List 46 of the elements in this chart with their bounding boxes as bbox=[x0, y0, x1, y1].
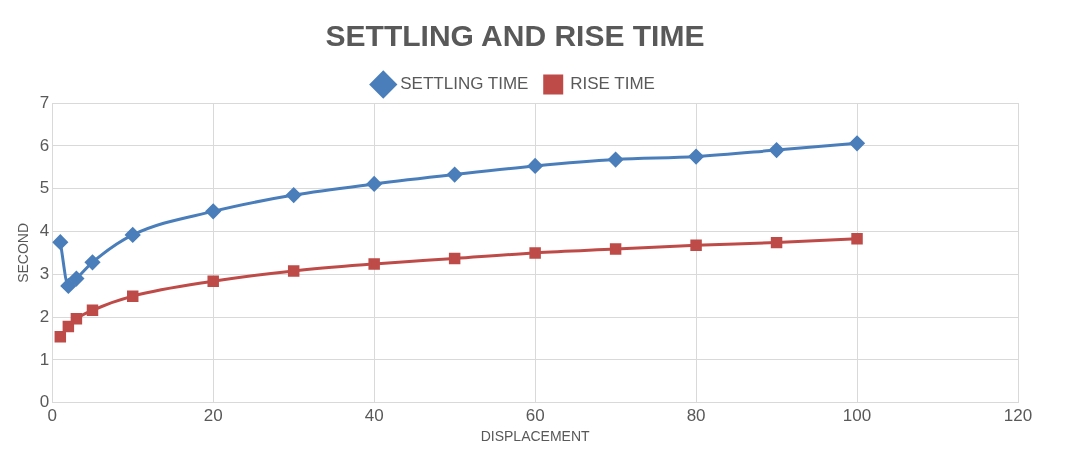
point bbox=[447, 167, 463, 183]
x-tick-label: 20 bbox=[203, 405, 223, 425]
x-tick-label: 120 bbox=[1003, 405, 1033, 425]
y-tick-label: 3 bbox=[39, 264, 50, 283]
legend-label: RISE TIME bbox=[570, 74, 655, 94]
point bbox=[688, 149, 704, 165]
y-tick-label: 0 bbox=[39, 392, 50, 412]
point bbox=[527, 158, 543, 174]
point bbox=[54, 331, 67, 343]
point bbox=[448, 252, 461, 265]
point bbox=[851, 233, 863, 245]
y-tick-label: 4 bbox=[39, 221, 50, 241]
point bbox=[286, 187, 302, 203]
point bbox=[287, 265, 300, 277]
point bbox=[52, 234, 68, 250]
y-axis-title: SECOND bbox=[15, 222, 32, 283]
legend-label: SETTLING TIME bbox=[400, 74, 529, 94]
point bbox=[690, 239, 702, 251]
y-tick-label: 5 bbox=[39, 178, 50, 198]
y-tick-label: 2 bbox=[39, 306, 50, 326]
chart-title: SETTLING AND RISE TIME bbox=[325, 19, 705, 53]
point bbox=[205, 203, 221, 219]
x-tick-label: 80 bbox=[686, 405, 706, 425]
x-tick-label: 100 bbox=[842, 405, 872, 425]
point bbox=[366, 176, 382, 192]
point bbox=[608, 152, 624, 168]
point bbox=[849, 135, 865, 151]
point bbox=[84, 254, 100, 270]
point bbox=[60, 278, 76, 294]
point bbox=[70, 313, 83, 325]
point bbox=[125, 227, 141, 243]
y-tick-label: 7 bbox=[39, 92, 50, 112]
x-axis-title: DISPLACEMENT bbox=[480, 428, 591, 445]
y-tick-label: 1 bbox=[39, 349, 50, 369]
y-tick-label: 6 bbox=[39, 135, 50, 155]
point bbox=[86, 304, 99, 317]
point bbox=[609, 243, 622, 255]
point bbox=[770, 236, 783, 249]
point bbox=[207, 275, 219, 287]
x-tick-label: 40 bbox=[364, 405, 384, 425]
point bbox=[126, 290, 139, 302]
point bbox=[529, 247, 541, 259]
point bbox=[769, 142, 785, 158]
point bbox=[368, 258, 380, 270]
x-tick-label: 60 bbox=[525, 405, 545, 425]
point bbox=[68, 271, 84, 287]
